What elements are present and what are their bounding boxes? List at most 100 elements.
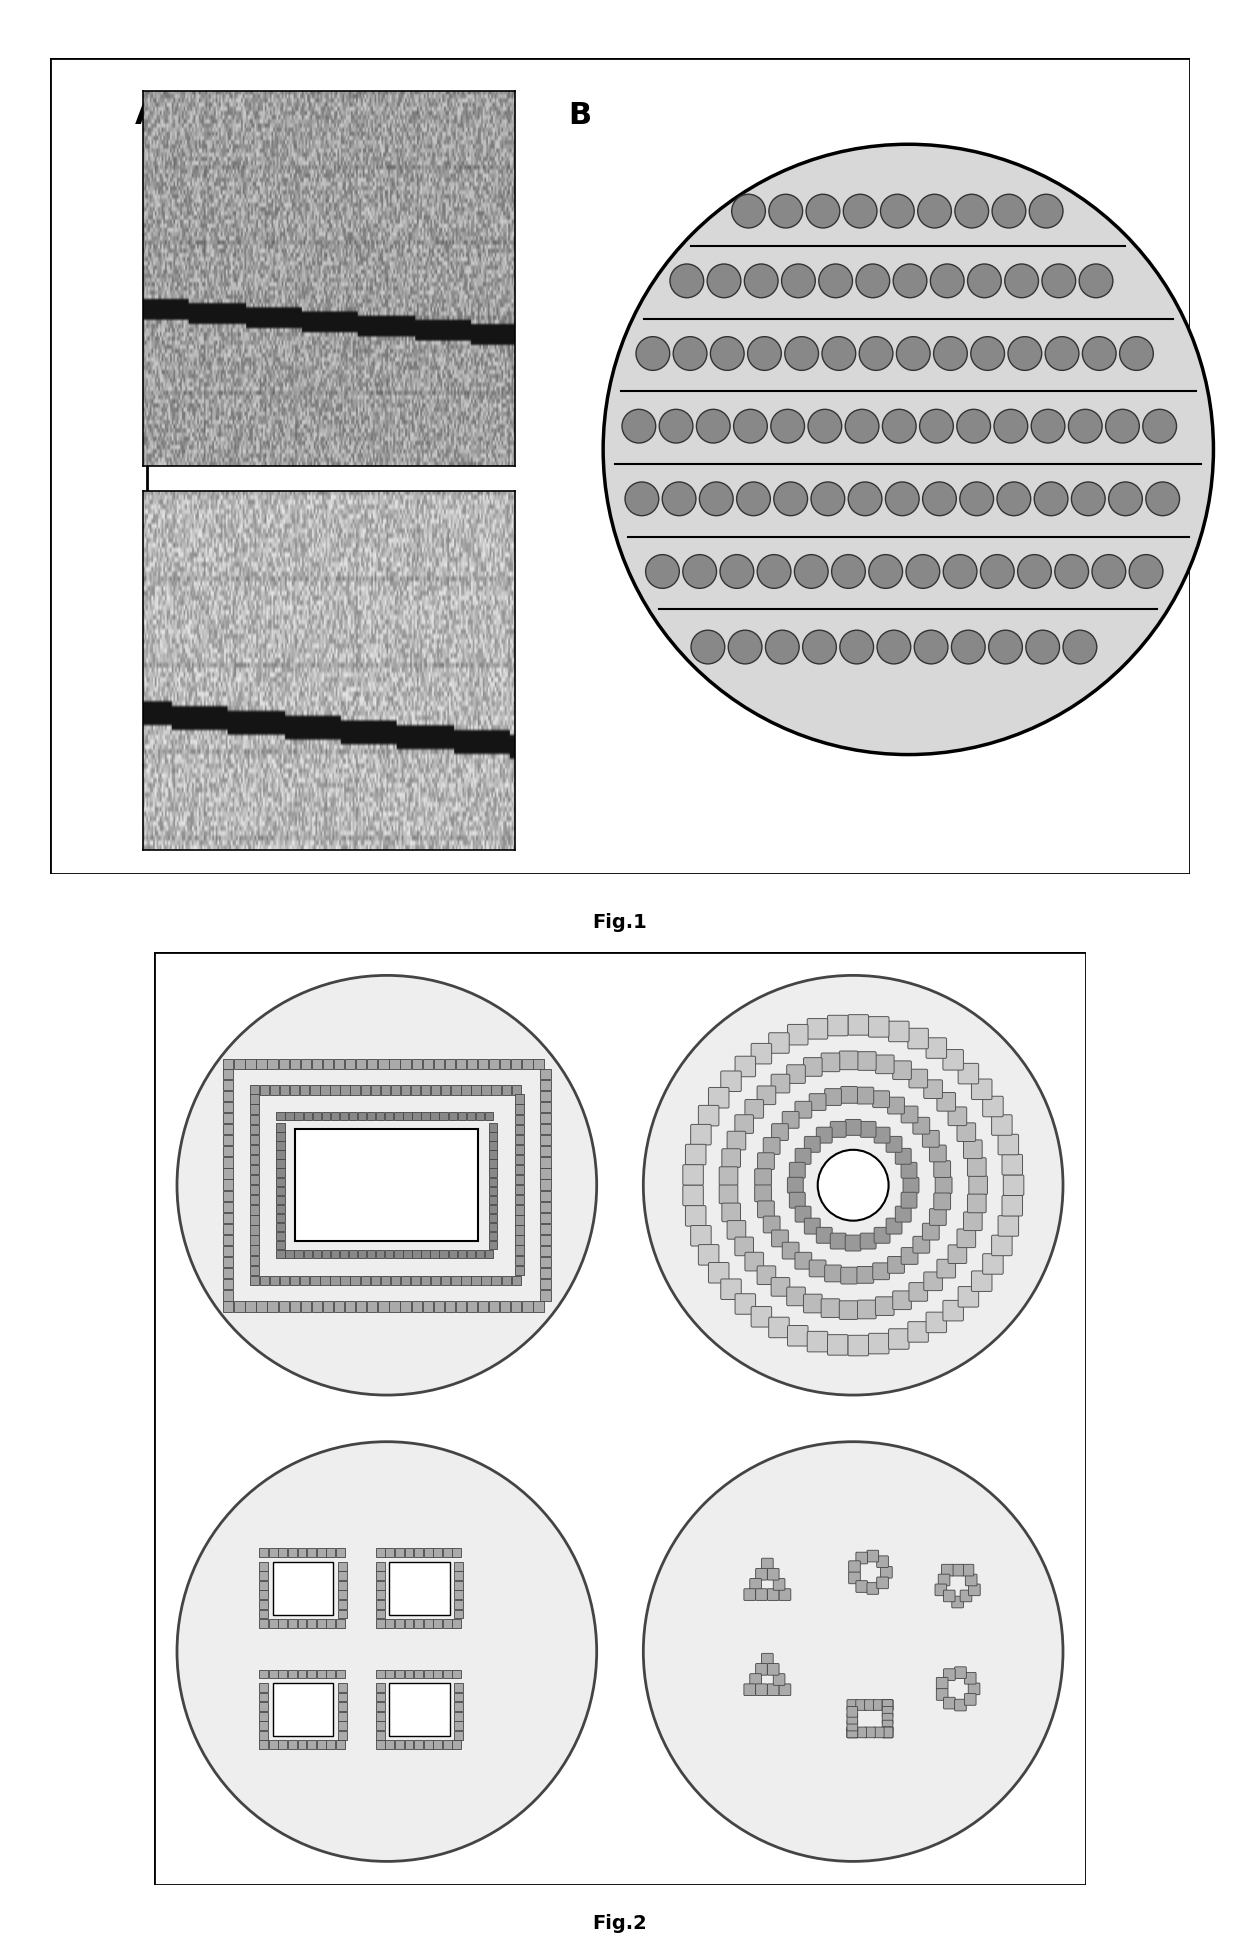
Bar [420, 1086, 430, 1094]
FancyBboxPatch shape [810, 1259, 826, 1277]
Bar [434, 1059, 444, 1069]
FancyBboxPatch shape [882, 1720, 893, 1731]
FancyBboxPatch shape [895, 1148, 911, 1164]
Bar [367, 1059, 377, 1069]
Circle shape [930, 264, 963, 297]
FancyBboxPatch shape [727, 1220, 745, 1240]
FancyBboxPatch shape [719, 1168, 738, 1185]
Bar [300, 1086, 310, 1094]
FancyBboxPatch shape [895, 1207, 911, 1222]
Bar [454, 1692, 463, 1702]
Bar [334, 1059, 345, 1069]
Circle shape [897, 336, 930, 371]
FancyBboxPatch shape [761, 1653, 774, 1665]
FancyBboxPatch shape [882, 1700, 893, 1710]
Circle shape [1055, 554, 1089, 589]
Bar [361, 1086, 370, 1094]
Circle shape [822, 336, 856, 371]
Bar [376, 1249, 384, 1259]
Circle shape [670, 264, 703, 297]
FancyBboxPatch shape [971, 1078, 992, 1100]
Circle shape [877, 630, 910, 665]
FancyBboxPatch shape [758, 1267, 776, 1284]
FancyBboxPatch shape [875, 1055, 894, 1074]
Bar [401, 1059, 410, 1069]
Bar [515, 1115, 525, 1123]
FancyBboxPatch shape [888, 1257, 904, 1273]
Bar [337, 1609, 346, 1619]
Bar [389, 1059, 399, 1069]
Bar [277, 1133, 285, 1141]
Bar [351, 1277, 360, 1284]
Bar [489, 1141, 497, 1150]
FancyBboxPatch shape [949, 1108, 967, 1125]
Bar [485, 1249, 494, 1259]
FancyBboxPatch shape [768, 1663, 779, 1675]
Circle shape [944, 554, 977, 589]
Bar [308, 1549, 316, 1556]
FancyBboxPatch shape [893, 1061, 911, 1080]
FancyBboxPatch shape [856, 1582, 868, 1593]
Bar [386, 1669, 394, 1679]
Bar [491, 1086, 501, 1094]
FancyBboxPatch shape [887, 1137, 901, 1152]
Bar [515, 1245, 525, 1255]
FancyBboxPatch shape [924, 1080, 942, 1098]
FancyBboxPatch shape [962, 1564, 973, 1576]
Circle shape [1079, 264, 1112, 297]
Bar [356, 1059, 366, 1069]
Circle shape [1018, 554, 1052, 589]
Text: Fig.1: Fig.1 [593, 913, 647, 933]
Circle shape [734, 410, 768, 443]
Bar [249, 1115, 259, 1123]
Bar [512, 1277, 521, 1284]
Circle shape [923, 482, 956, 515]
Bar [489, 1177, 497, 1185]
FancyBboxPatch shape [761, 1558, 774, 1570]
Circle shape [1146, 482, 1179, 515]
Bar [290, 1059, 300, 1069]
Bar [341, 1086, 350, 1094]
Circle shape [1063, 630, 1096, 665]
Circle shape [846, 410, 879, 443]
Bar [522, 1059, 532, 1069]
Bar [433, 1741, 443, 1749]
Bar [404, 1549, 413, 1556]
Bar [310, 1277, 320, 1284]
Circle shape [673, 336, 707, 371]
Circle shape [1109, 482, 1142, 515]
Circle shape [1143, 410, 1177, 443]
Bar [376, 1599, 384, 1609]
Bar [414, 1741, 423, 1749]
Bar [249, 1144, 259, 1154]
FancyBboxPatch shape [998, 1135, 1018, 1154]
Circle shape [625, 482, 658, 515]
FancyBboxPatch shape [889, 1329, 909, 1348]
Circle shape [951, 630, 985, 665]
Bar [386, 1549, 394, 1556]
FancyBboxPatch shape [942, 1300, 963, 1321]
FancyBboxPatch shape [807, 1018, 828, 1040]
FancyBboxPatch shape [934, 1193, 951, 1210]
Circle shape [771, 410, 805, 443]
FancyBboxPatch shape [923, 1224, 939, 1240]
Bar [298, 1741, 306, 1749]
Bar [367, 1249, 376, 1259]
Bar [401, 1086, 410, 1094]
Bar [489, 1214, 497, 1222]
Circle shape [795, 554, 828, 589]
FancyBboxPatch shape [949, 1245, 967, 1263]
Bar [476, 1111, 484, 1121]
Bar [443, 1619, 451, 1628]
FancyBboxPatch shape [968, 1683, 980, 1694]
FancyBboxPatch shape [720, 1071, 742, 1092]
Bar [322, 1059, 334, 1069]
Bar [336, 1549, 345, 1556]
FancyBboxPatch shape [764, 1216, 780, 1234]
Circle shape [885, 482, 919, 515]
Bar [234, 1302, 244, 1312]
FancyBboxPatch shape [745, 1100, 764, 1117]
Bar [401, 1277, 410, 1284]
Bar [295, 1129, 479, 1242]
FancyBboxPatch shape [779, 1685, 791, 1696]
